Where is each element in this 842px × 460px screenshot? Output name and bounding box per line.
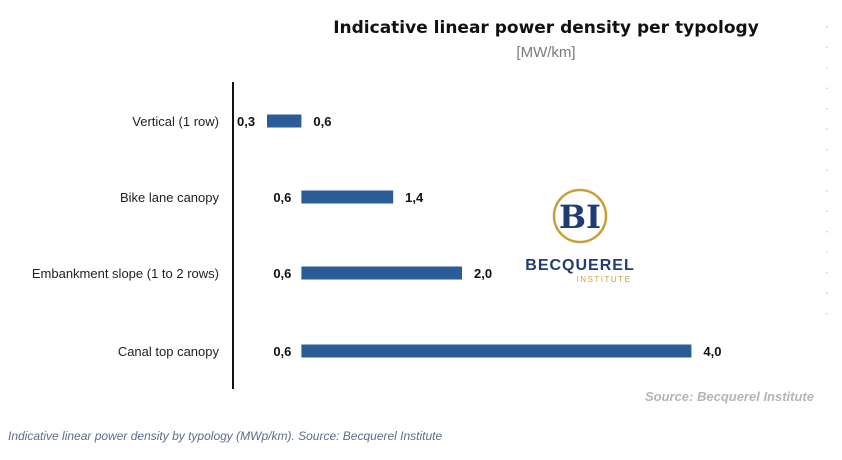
high-value-label: 2,0 bbox=[474, 266, 492, 281]
chart-title: Indicative linear power density per typo… bbox=[333, 18, 759, 38]
range-bar bbox=[301, 266, 462, 280]
source-note: Source: Becquerel Institute bbox=[645, 389, 814, 404]
low-value-label: 0,6 bbox=[273, 266, 291, 281]
high-value-label: 1,4 bbox=[405, 190, 424, 205]
high-value-label: 0,6 bbox=[313, 114, 331, 129]
chart-marks: Vertical (1 row) 0,3 0,6 Bike lane canopy 0,… bbox=[32, 114, 722, 359]
low-value-label: 0,6 bbox=[273, 190, 291, 205]
logo-subname: INSTITUTE bbox=[577, 275, 632, 284]
category-label: Bike lane canopy bbox=[120, 190, 220, 205]
low-value-label: 0,3 bbox=[237, 114, 255, 129]
range-bar bbox=[301, 344, 692, 358]
becquerel-logo: BI BECQUEREL INSTITUTE bbox=[525, 188, 634, 284]
logo-ring bbox=[552, 188, 608, 244]
logo-initials: BI bbox=[559, 198, 601, 236]
category-label: Canal top canopy bbox=[118, 344, 220, 359]
chart-subtitle: [MW/km] bbox=[516, 44, 575, 61]
range-bar bbox=[267, 114, 302, 128]
high-value-label: 4,0 bbox=[703, 344, 721, 359]
low-value-label: 0,6 bbox=[273, 344, 291, 359]
category-label: Vertical (1 row) bbox=[132, 114, 219, 129]
range-bar bbox=[301, 190, 394, 204]
figure-caption: Indicative linear power density by typol… bbox=[8, 429, 443, 443]
logo-name: BECQUEREL bbox=[525, 257, 634, 274]
category-label: Embankment slope (1 to 2 rows) bbox=[32, 266, 219, 281]
chart: Indicative linear power density per typo… bbox=[32, 18, 828, 404]
